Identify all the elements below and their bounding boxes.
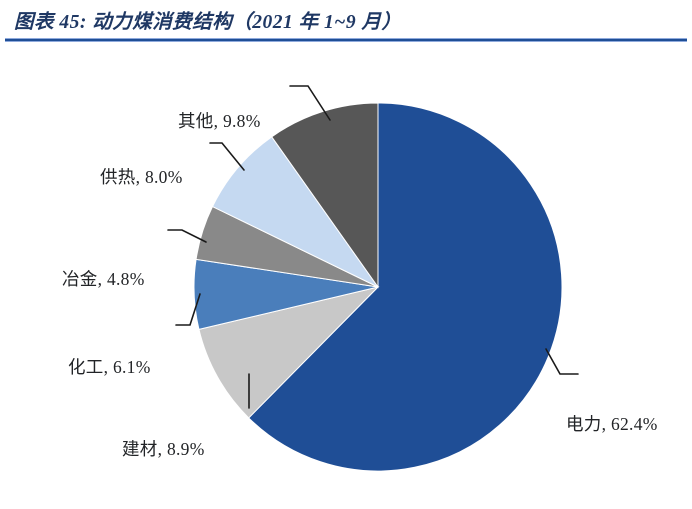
- pie-label-metallurgy: 冶金, 4.8%: [62, 269, 145, 289]
- pie-label-building-materials: 建材, 8.9%: [122, 439, 205, 459]
- pie-label-heating: 供热, 8.0%: [100, 167, 183, 187]
- leader-line-heating: [209, 142, 245, 171]
- pie-chart-plot-area: 其他, 9.8% 供热, 8.0% 冶金, 4.8% 化工, 6.1% 建材, …: [0, 44, 692, 509]
- divider-core: [5, 39, 687, 41]
- divider-edge-bottom: [5, 41, 687, 42]
- pie-slice-电力: [248, 102, 563, 472]
- pie-label-power: 电力, 62.4%: [566, 414, 658, 434]
- leader-line-power: [545, 348, 579, 375]
- divider-edge-top: [5, 38, 687, 39]
- leader-line-chem: [175, 293, 201, 326]
- pie-slice-供热: [211, 136, 379, 288]
- pie-chart-svg: [167, 85, 579, 472]
- pie-slice-建材: [198, 286, 380, 419]
- pie-label-other: 其他, 9.8%: [178, 111, 261, 131]
- pie-slice-group: [193, 102, 563, 472]
- page-title: 图表 45: 动力煤消费结构（2021 年 1~9 月）: [14, 12, 402, 33]
- leader-line-metal: [167, 229, 207, 243]
- pie-label-chemical: 化工, 6.1%: [68, 357, 151, 377]
- pie-slice-其他: [271, 102, 379, 289]
- title-divider: [5, 38, 687, 42]
- leader-line-group: [167, 85, 579, 409]
- leader-line-other: [289, 85, 331, 121]
